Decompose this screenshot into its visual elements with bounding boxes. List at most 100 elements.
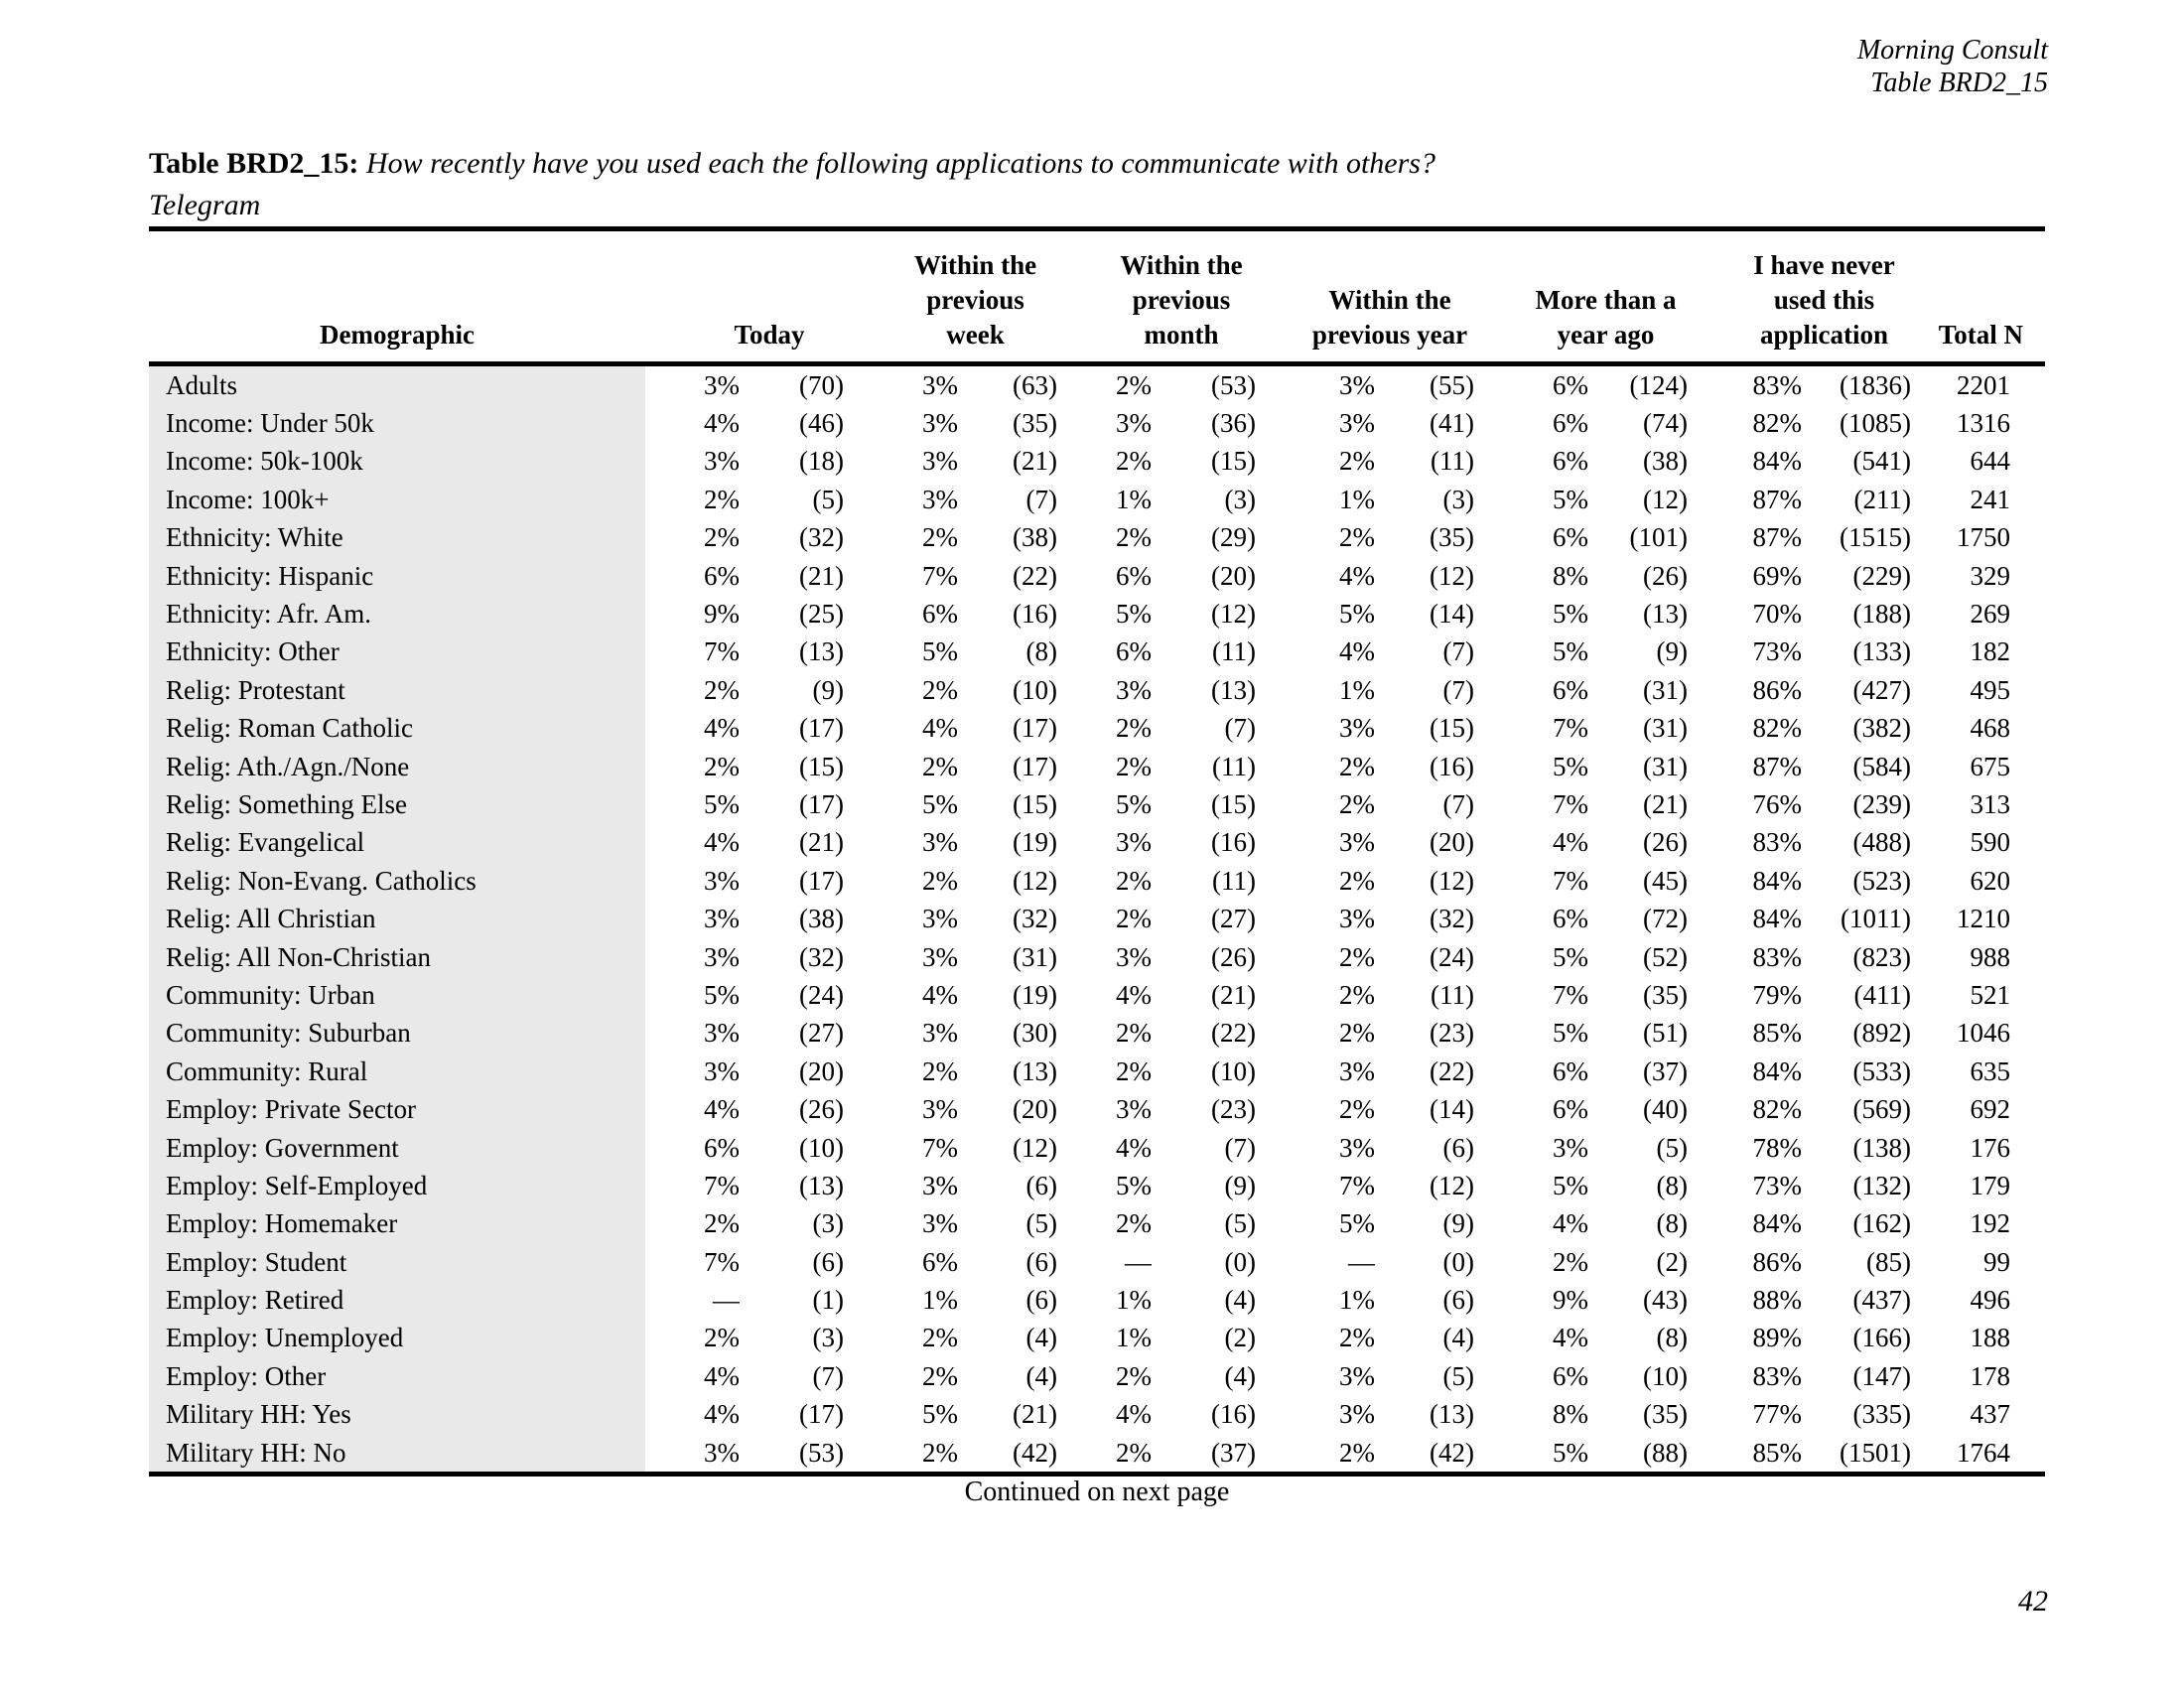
- value-cell: 87%: [1752, 751, 1803, 781]
- total-n-cell: 620: [1970, 865, 2011, 896]
- value-cell: (8): [1025, 636, 1058, 667]
- value-cell: (36): [1211, 408, 1257, 439]
- value-cell: 2%: [704, 751, 740, 781]
- value-cell: 2%: [1339, 446, 1376, 477]
- value-cell: (9): [812, 674, 845, 705]
- value-cell: (6): [1025, 1246, 1058, 1277]
- value-cell: 2%: [1116, 522, 1153, 553]
- value-cell: 3%: [704, 446, 740, 477]
- value-cell: 5%: [1553, 636, 1589, 667]
- value-cell: 7%: [922, 1132, 959, 1163]
- value-cell: (239): [1852, 788, 1912, 819]
- value-cell: 2%: [1116, 369, 1153, 400]
- value-cell: (31): [1013, 941, 1058, 972]
- total-n-cell: 182: [1970, 636, 2011, 667]
- value-cell: (11): [1212, 636, 1257, 667]
- value-cell: (133): [1852, 636, 1912, 667]
- value-cell: (124): [1629, 369, 1689, 400]
- value-cell: (16): [1211, 827, 1257, 858]
- value-cell: —: [1125, 1246, 1153, 1277]
- value-cell: 5%: [922, 1399, 959, 1430]
- value-cell: 5%: [704, 979, 740, 1010]
- value-cell: 1%: [1339, 674, 1376, 705]
- value-cell: 2%: [1116, 751, 1153, 781]
- value-cell: 2%: [1116, 1055, 1153, 1086]
- value-cell: 89%: [1752, 1323, 1803, 1353]
- demographic-cell: Community: Rural: [149, 1053, 645, 1091]
- value-cell: 8%: [1553, 560, 1589, 591]
- value-cell: 5%: [1553, 599, 1589, 630]
- value-cell: 2%: [1116, 713, 1153, 744]
- demographic-cell: Adults: [149, 363, 645, 405]
- value-cell: 1%: [1116, 484, 1153, 514]
- value-cell: (132): [1852, 1170, 1912, 1200]
- value-cell: 1%: [1116, 1323, 1153, 1353]
- value-cell: (1501): [1840, 1437, 1912, 1468]
- table-row: Relig: All Christian 3% (38) 3% (32) 2% (27) 3%…: [149, 900, 2045, 938]
- value-cell: 7%: [704, 1170, 740, 1200]
- value-cell: (21): [799, 827, 845, 858]
- value-cell: 6%: [1553, 369, 1589, 400]
- value-cell: 3%: [922, 408, 959, 439]
- value-cell: 7%: [1553, 788, 1589, 819]
- value-cell: 8%: [1553, 1399, 1589, 1430]
- value-cell: (541): [1852, 446, 1912, 477]
- value-cell: (335): [1852, 1399, 1912, 1430]
- value-cell: (45): [1643, 865, 1689, 896]
- table-row: Employ: Unemployed 2% (3) 2% (4) 1% (2) 2% (4) 4%…: [149, 1319, 2045, 1358]
- value-cell: (25): [799, 599, 845, 630]
- value-cell: (2): [1224, 1323, 1257, 1353]
- value-cell: (35): [1430, 522, 1475, 553]
- value-cell: 3%: [1339, 713, 1376, 744]
- value-cell: 4%: [1339, 560, 1376, 591]
- value-cell: 4%: [704, 827, 740, 858]
- value-cell: (20): [799, 1055, 845, 1086]
- value-cell: (53): [1211, 369, 1257, 400]
- value-cell: (10): [1643, 1360, 1689, 1391]
- demographic-cell: Income: 50k-100k: [149, 442, 645, 482]
- value-cell: 78%: [1752, 1132, 1803, 1163]
- value-cell: 3%: [922, 904, 959, 934]
- value-cell: 3%: [1339, 369, 1376, 400]
- demographic-cell: Employ: Other: [149, 1357, 645, 1396]
- value-cell: 2%: [1339, 751, 1376, 781]
- total-n-cell: 1764: [1957, 1437, 2011, 1468]
- header-line: month: [1144, 320, 1219, 350]
- total-n-cell: 241: [1970, 484, 2011, 514]
- value-cell: (7): [1224, 1132, 1257, 1163]
- value-cell: 2%: [1116, 1360, 1153, 1391]
- demographic-cell: Relig: Ath./Agn./None: [149, 747, 645, 786]
- value-cell: 2%: [1339, 522, 1376, 553]
- value-cell: (23): [1211, 1094, 1257, 1125]
- value-cell: (3): [1224, 484, 1257, 514]
- total-n-cell: 495: [1970, 674, 2011, 705]
- value-cell: —: [713, 1285, 740, 1316]
- value-cell: (3): [1442, 484, 1475, 514]
- value-cell: 4%: [1116, 979, 1153, 1010]
- value-cell: 2%: [704, 522, 740, 553]
- total-n-cell: 1046: [1957, 1018, 2011, 1049]
- table-row: Relig: Ath./Agn./None 2% (15) 2% (17) 2% (11) 2…: [149, 747, 2045, 786]
- demographic-cell: Employ: Private Sector: [149, 1090, 645, 1129]
- table-row: Income: Under 50k 4% (46) 3% (35) 3% (36) 3% (41…: [149, 404, 2045, 443]
- value-cell: (11): [1431, 979, 1475, 1010]
- total-n-cell: 692: [1970, 1094, 2011, 1125]
- value-cell: (21): [1643, 788, 1689, 819]
- value-cell: (523): [1852, 865, 1912, 896]
- value-cell: 3%: [1339, 1399, 1376, 1430]
- value-cell: 2%: [922, 1360, 959, 1391]
- value-cell: (9): [1656, 636, 1689, 667]
- value-cell: 3%: [922, 827, 959, 858]
- value-cell: (26): [1643, 827, 1689, 858]
- value-cell: 2%: [1553, 1246, 1589, 1277]
- value-cell: 4%: [1116, 1399, 1153, 1430]
- demographic-cell: Employ: Government: [149, 1128, 645, 1168]
- value-cell: 79%: [1752, 979, 1803, 1010]
- value-cell: 2%: [1116, 904, 1153, 934]
- value-cell: 2%: [704, 1208, 740, 1239]
- demographic-cell: Ethnicity: White: [149, 518, 645, 557]
- demographic-cell: Community: Urban: [149, 976, 645, 1015]
- value-cell: (74): [1643, 408, 1689, 439]
- value-cell: (138): [1852, 1132, 1912, 1163]
- value-cell: 87%: [1752, 484, 1803, 514]
